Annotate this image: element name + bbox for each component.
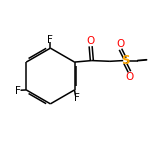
Text: O: O [86,36,95,46]
Text: O: O [116,39,125,49]
Text: F: F [15,86,21,96]
Text: O: O [125,72,134,82]
Text: F: F [74,93,80,103]
Text: S: S [121,54,129,67]
Text: F: F [47,35,53,45]
